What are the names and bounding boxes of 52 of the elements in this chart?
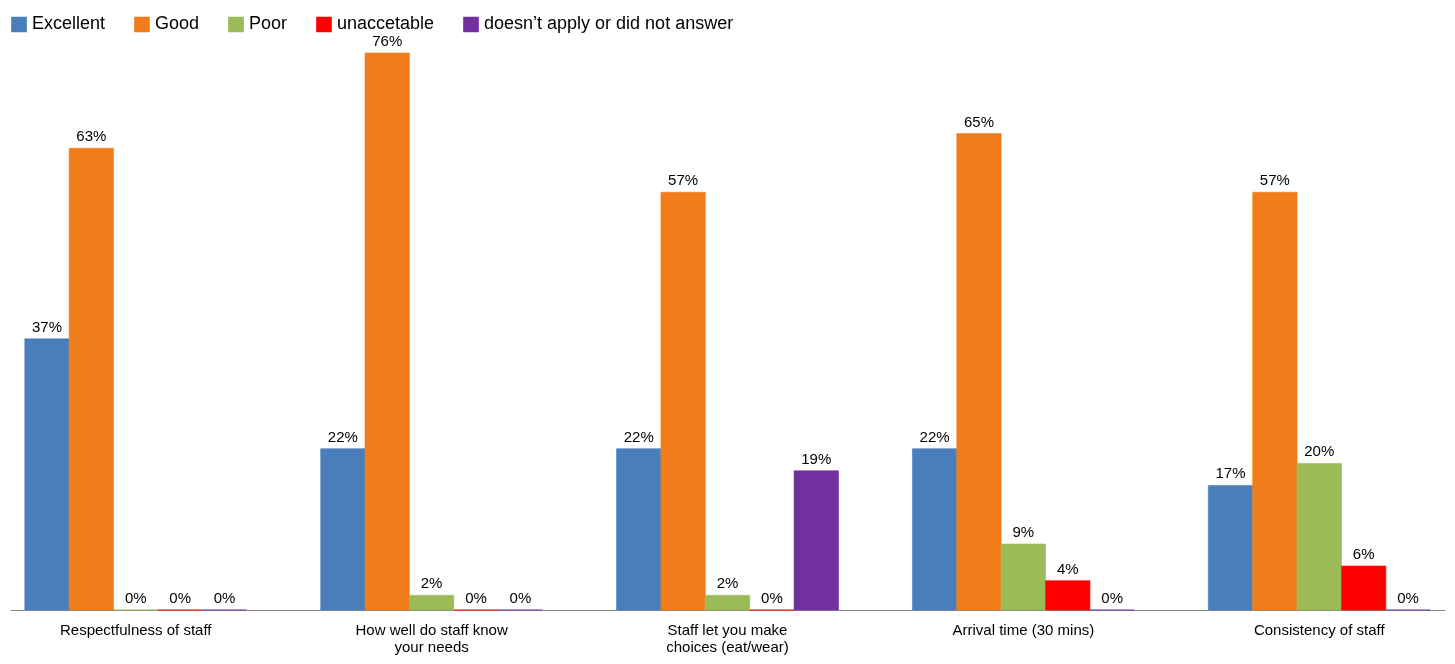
x-tick-label: How well do staff know your needs (355, 620, 508, 655)
data-label: 0% (761, 589, 783, 606)
data-label: 63% (76, 127, 107, 145)
legend-label: Poor (249, 13, 288, 34)
bar (1252, 191, 1298, 611)
legend-label: doesn’t apply or did not answer (484, 13, 734, 34)
bar (409, 595, 455, 611)
bar (660, 191, 706, 611)
bar (364, 52, 410, 611)
bar (956, 133, 1002, 611)
data-label: 9% (1012, 523, 1035, 541)
data-label: 22% (327, 427, 358, 445)
data-label: 17% (1215, 464, 1246, 482)
data-label: 65% (963, 112, 995, 130)
data-label: 0% (1101, 589, 1123, 606)
data-label: 19% (801, 449, 832, 467)
data-label: 57% (668, 171, 699, 189)
bar (912, 448, 958, 611)
x-tick-label: Respectfulness of staff (60, 620, 213, 638)
data-label: 2% (716, 574, 739, 592)
bar (24, 338, 70, 611)
data-label: 76% (372, 32, 403, 49)
bar (320, 448, 366, 611)
bar (1296, 463, 1342, 611)
bar (1000, 543, 1046, 611)
bar (616, 448, 662, 611)
data-label: 0% (509, 589, 532, 606)
bar (1341, 565, 1387, 611)
data-label: 0% (1397, 589, 1419, 606)
legend-label: Excellent (32, 13, 106, 34)
bar (68, 147, 114, 611)
data-label: 22% (623, 427, 654, 445)
data-label: 4% (1056, 559, 1079, 577)
bar (1045, 580, 1091, 611)
legend-label: unaccetable (337, 13, 435, 34)
data-label: 22% (919, 427, 950, 445)
data-label: 37% (31, 317, 62, 335)
legend-label: Good (155, 13, 200, 34)
data-label: 6% (1352, 545, 1375, 563)
data-label: 0% (124, 589, 147, 606)
data-label: 2% (420, 574, 443, 592)
bar (705, 595, 750, 611)
x-tick-label: Consistency of staff (1253, 620, 1386, 638)
x-tick-label: Staff let you make choices (eat/wear) (666, 620, 789, 655)
x-tick-label: Arrival time (30 mins) (952, 620, 1095, 638)
data-label: 0% (213, 589, 236, 606)
data-label: 0% (465, 589, 487, 606)
data-label: 0% (169, 589, 191, 606)
data-label: 20% (1304, 442, 1335, 460)
bar (1208, 485, 1253, 611)
data-label: 57% (1259, 171, 1290, 189)
bar (793, 470, 839, 611)
